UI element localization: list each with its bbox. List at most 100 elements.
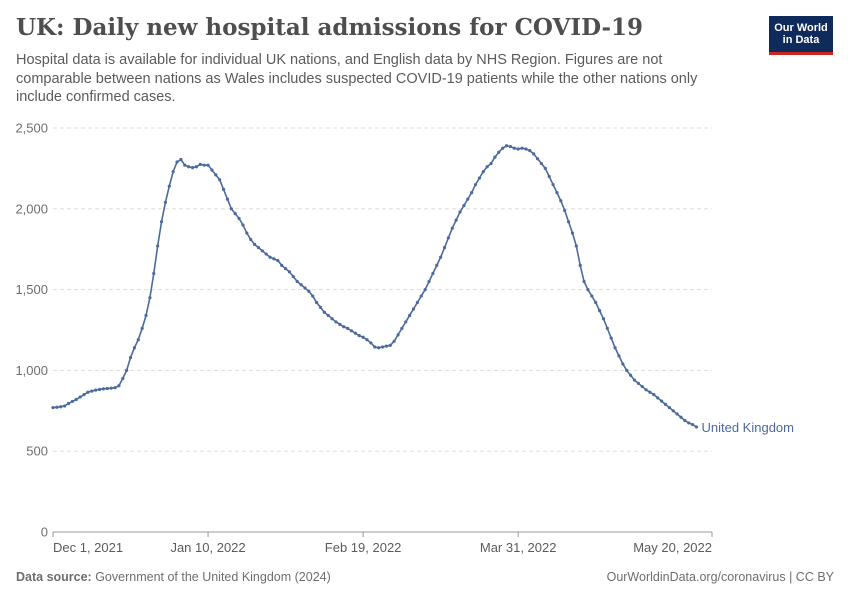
data-point [660, 399, 664, 403]
data-point [202, 163, 206, 167]
data-point [256, 245, 261, 250]
data-point [156, 244, 160, 248]
data-point [365, 338, 369, 342]
data-point [520, 146, 524, 150]
data-point [70, 399, 74, 404]
x-tick-label: Jan 10, 2022 [170, 540, 245, 555]
data-point [687, 421, 691, 425]
footer-link[interactable]: OurWorldinData.org/coronavirus | CC BY [606, 570, 834, 584]
y-tick-label: 2,500 [15, 121, 48, 136]
data-point [504, 144, 509, 148]
data-point [86, 390, 90, 394]
data-point [613, 346, 617, 350]
data-point [694, 425, 699, 429]
data-source-label: Data source: [16, 570, 92, 584]
data-point [148, 296, 152, 300]
data-point [194, 165, 199, 169]
data-point [555, 191, 559, 195]
data-point [152, 271, 156, 276]
data-point [373, 345, 377, 349]
data-point [105, 386, 109, 391]
data-point [617, 354, 621, 358]
data-point [450, 226, 454, 230]
data-point [74, 397, 78, 402]
data-point [264, 252, 268, 256]
data-point [117, 384, 121, 388]
data-point [512, 146, 516, 150]
data-source: Data source: Government of the United Ki… [16, 570, 331, 584]
data-point [427, 279, 431, 284]
data-point [190, 165, 195, 170]
data-point [477, 176, 482, 180]
data-point [187, 165, 191, 169]
data-point [388, 343, 392, 347]
data-point [66, 401, 71, 406]
data-point [597, 309, 602, 313]
data-point [508, 144, 513, 149]
data-point [280, 263, 284, 267]
data-point [473, 182, 478, 187]
data-point [640, 384, 644, 389]
data-point [671, 409, 675, 413]
data-point [446, 236, 450, 240]
data-point [419, 294, 423, 298]
data-point [404, 320, 408, 324]
data-point [578, 263, 582, 267]
data-point [656, 396, 660, 400]
data-point [291, 275, 295, 279]
data-source-text[interactable]: Government of the United Kingdom (2024) [91, 570, 331, 584]
data-point [163, 200, 168, 204]
data-point [121, 376, 125, 381]
x-tick-label: May 20, 2022 [633, 540, 712, 555]
data-point [303, 286, 307, 290]
data-point [326, 313, 330, 318]
data-point [94, 388, 98, 392]
data-point [55, 405, 59, 409]
data-point [175, 160, 179, 164]
data-point [249, 237, 253, 242]
data-point [667, 405, 671, 410]
data-point [396, 333, 400, 337]
chart-subtitle: Hospital data is available for individua… [16, 52, 698, 105]
data-point [82, 393, 86, 397]
data-point [435, 263, 439, 267]
data-point [458, 210, 462, 214]
series-label: United Kingdom [701, 420, 794, 435]
series-line [52, 144, 697, 428]
data-point [167, 184, 171, 188]
data-point [144, 313, 148, 318]
data-point [516, 147, 520, 151]
data-point [171, 170, 175, 174]
data-point [109, 386, 113, 390]
data-point [338, 322, 342, 326]
data-point [632, 378, 637, 382]
data-point [423, 288, 427, 292]
data-point [621, 362, 625, 366]
data-point [663, 402, 668, 406]
data-point [485, 165, 489, 169]
data-point [233, 212, 237, 216]
logo-line-1: Our World [774, 22, 828, 34]
data-point [551, 182, 555, 187]
data-point [466, 197, 470, 201]
grid-layer [53, 127, 712, 452]
data-point [605, 326, 609, 330]
data-point [276, 258, 280, 263]
data-point [400, 326, 404, 330]
data-point [497, 150, 501, 154]
data-point [51, 405, 55, 410]
data-point [179, 157, 183, 162]
data-point [229, 207, 233, 211]
data-point [252, 242, 257, 246]
data-point [357, 334, 361, 338]
data-point [501, 146, 505, 150]
data-point [97, 387, 102, 392]
data-point [101, 387, 105, 391]
owid-logo[interactable]: Our World in Data [769, 16, 833, 55]
data-point [113, 386, 117, 390]
data-point [210, 168, 214, 172]
line-chart: 0 500 1,000 1,500 2,000 2,500 Dec 1, 2021 Jan 1… [15, 121, 794, 556]
data-point [644, 388, 648, 392]
data-point [318, 305, 323, 309]
axis-layer: 0 500 1,000 1,500 2,000 2,500 Dec 1, 2021 Jan 1… [15, 121, 713, 555]
